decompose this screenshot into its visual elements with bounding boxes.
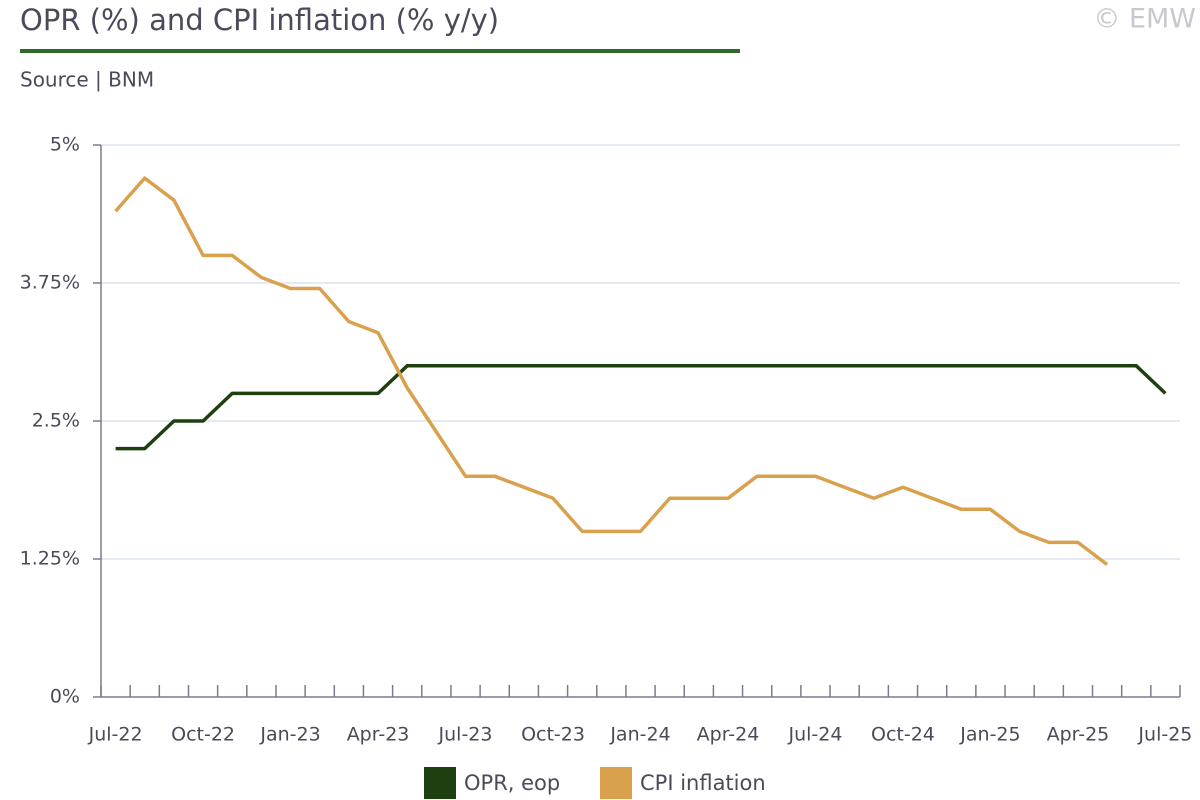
x-tick-label: Apr-24 <box>697 724 760 746</box>
x-tick-label: Apr-23 <box>347 724 410 746</box>
y-tick-label: 5% <box>50 134 80 156</box>
legend-swatch <box>424 767 456 799</box>
x-tick-label: Jan-24 <box>609 724 670 746</box>
credit: © EMW <box>1093 4 1196 35</box>
y-tick-label: 2.5% <box>32 410 80 432</box>
y-tick-label: 0% <box>50 686 80 708</box>
line-series <box>115 364 1167 451</box>
legend-label: OPR, eop <box>464 771 560 795</box>
legend-label: CPI inflation <box>640 771 766 795</box>
x-tick-label: Jul-25 <box>1137 724 1192 746</box>
x-tick-label: Jul-24 <box>787 724 842 746</box>
x-tick-label: Jul-22 <box>88 724 143 746</box>
title-rule <box>20 49 740 53</box>
x-tick-label: Oct-22 <box>171 724 235 746</box>
x-tick-label: Jul-23 <box>438 724 493 746</box>
subtitle: Source | BNM <box>20 68 154 92</box>
x-tick-label: Jan-23 <box>259 724 320 746</box>
legend-swatch <box>600 767 632 799</box>
y-tick-label: 3.75% <box>20 272 80 294</box>
y-tick-label: 1.25% <box>20 548 80 570</box>
x-tick-label: Jan-25 <box>959 724 1020 746</box>
x-tick-label: Oct-24 <box>871 724 935 746</box>
line-series <box>114 176 1109 566</box>
chart-title: OPR (%) and CPI inflation (% y/y) <box>20 3 499 37</box>
x-tick-label: Apr-25 <box>1047 724 1110 746</box>
x-tick-label: Oct-23 <box>521 724 585 746</box>
